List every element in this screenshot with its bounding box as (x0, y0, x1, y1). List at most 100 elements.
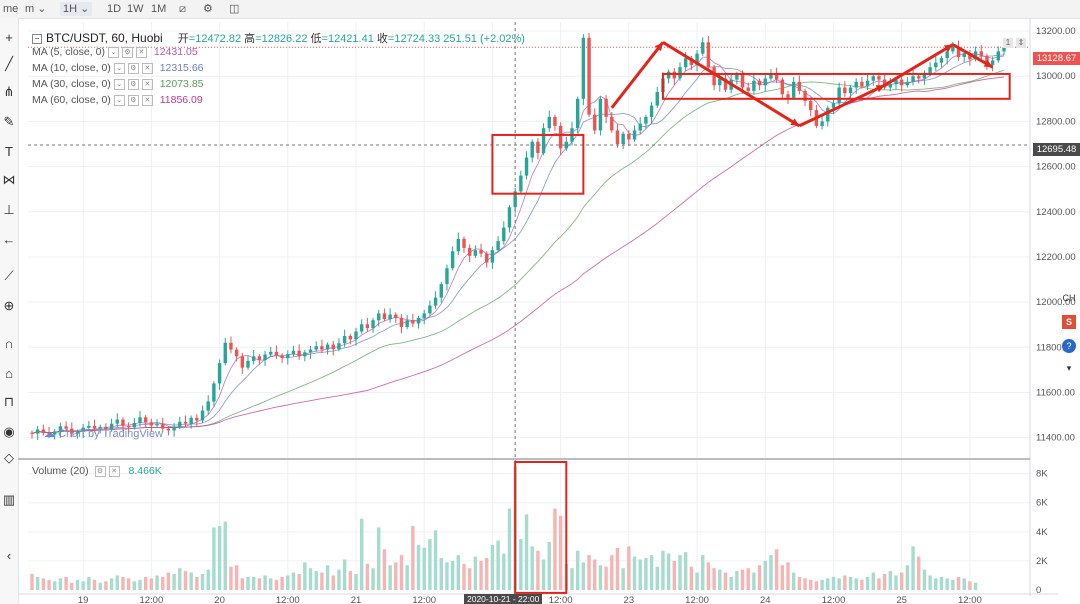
volume-bar (70, 582, 74, 590)
candle-body (615, 130, 620, 144)
pattern-icon[interactable]: ⋈ (2, 172, 16, 187)
ma-legend-row[interactable]: MA (10, close, 0) ⌄ ⚙ ✕ 12315.66 (32, 61, 204, 75)
volume-bar (35, 576, 40, 590)
ma-dropdown-icon[interactable]: ⌄ (107, 46, 119, 58)
ma-legend-row[interactable]: MA (30, close, 0) ⌄ ⚙ ✕ 12073.85 (32, 77, 204, 91)
ma-value: 12073.85 (156, 78, 204, 90)
volume-axis-label: 4K (1036, 527, 1048, 538)
open-label: 开 (177, 33, 189, 45)
volume-remove-icon[interactable]: ✕ (108, 465, 120, 477)
lock-icon[interactable]: ⊓ (3, 394, 15, 409)
volume-bar (371, 568, 375, 590)
more-menu-icon[interactable]: ▾ (1066, 363, 1072, 373)
pitchfork-icon[interactable]: ⋔ (3, 84, 15, 99)
candle-body (138, 417, 142, 423)
annotation-arrow-segment (798, 83, 886, 128)
back-arrow-icon[interactable]: ← (2, 232, 16, 247)
toolbar-item-4[interactable]: 1W (124, 2, 147, 16)
volume-bar (729, 576, 733, 590)
volume-bar (132, 581, 137, 590)
text-tool-icon[interactable]: T (5, 144, 13, 159)
candle-body (212, 383, 216, 402)
candle-body (644, 116, 648, 124)
zoom-in-icon[interactable]: ⊕ (3, 298, 15, 313)
ma-legend-row[interactable]: MA (5, close, 0) ⌄ ⚙ ✕ 12431.05 (32, 45, 198, 59)
ma-settings-icon[interactable]: ⚙ (127, 94, 139, 106)
ma-dropdown-icon[interactable]: ⌄ (113, 94, 125, 106)
candle-body (877, 76, 881, 80)
candle-body (58, 426, 63, 432)
volume-axis-label: 0 (1036, 585, 1041, 596)
ma-remove-icon[interactable]: ✕ (141, 94, 153, 106)
screenshot-icon[interactable]: ◫ (229, 3, 240, 15)
lock-drawing-icon[interactable]: ⌂ (5, 366, 13, 381)
app-s-icon[interactable]: S (1062, 315, 1076, 329)
collapse-legend-icon[interactable]: − (32, 34, 42, 45)
magnet-icon[interactable]: ∩ (4, 336, 14, 351)
ma-legend-row[interactable]: MA (60, close, 0) ⌄ ⚙ ✕ 11856.09 (32, 93, 203, 107)
volume-bar (723, 572, 728, 590)
volume-bar (257, 578, 262, 590)
ma-settings-icon[interactable]: ⚙ (127, 78, 139, 90)
candle-body (359, 324, 364, 332)
candle-body (945, 51, 949, 59)
brush-icon[interactable]: ✎ (3, 114, 15, 129)
pane-restore-icon[interactable]: ⇕ (1016, 38, 1026, 48)
toolbar-item-2[interactable]: 1H ⌄ (60, 2, 93, 16)
candle-body (183, 421, 188, 424)
tradingview-watermark[interactable]: ☁ Chart by TradingView (44, 427, 163, 440)
ohlc-readout: 开=12472.82 高=12826.22 低=12421.41 收=12724… (178, 33, 525, 45)
candle-body (786, 94, 790, 98)
volume-bar (422, 547, 426, 590)
candle-body (308, 349, 313, 353)
volume-bar (638, 559, 642, 590)
volume-bar (706, 562, 711, 590)
candle-body (757, 80, 762, 86)
chart-type-icon[interactable]: ⧄ (179, 3, 186, 15)
candle-body (263, 354, 267, 360)
eye-icon[interactable]: ◉ (3, 424, 15, 439)
trend-line-icon[interactable]: ╱ (5, 56, 13, 71)
candle-body (712, 67, 716, 86)
collapse-arrow-icon[interactable]: ‹ (6, 548, 12, 563)
volume-label[interactable]: Volume (20) (32, 465, 89, 477)
ma-dropdown-icon[interactable]: ⌄ (113, 78, 125, 90)
ma-remove-icon[interactable]: ✕ (141, 62, 153, 74)
ma-dropdown-icon[interactable]: ⌄ (113, 62, 125, 74)
ruler-icon[interactable]: ⟋ (4, 268, 14, 283)
candle-body (240, 356, 245, 368)
toolbar-item-5[interactable]: 1M (148, 2, 169, 16)
measure-icon[interactable]: ⊥ (3, 202, 15, 217)
candle-body (382, 313, 387, 320)
candle-body (593, 114, 597, 131)
volume-bar (911, 546, 915, 590)
toolbar-item-3[interactable]: 1D (104, 2, 124, 16)
volume-bar (644, 558, 648, 590)
layers-icon[interactable]: ◇ (4, 450, 14, 465)
ma-remove-icon[interactable]: ✕ (141, 78, 153, 90)
candle-body (894, 79, 898, 85)
pane-maximize-icon[interactable]: 1 (1003, 38, 1013, 48)
annotation-box (514, 461, 568, 594)
crosshair-icon[interactable]: + (5, 30, 13, 45)
language-ch-icon[interactable]: CH (1062, 293, 1076, 303)
volume-settings-icon[interactable]: ⚙ (94, 465, 106, 477)
toolbar-item-0[interactable]: me (0, 2, 21, 16)
help-icon[interactable]: ? (1062, 339, 1076, 353)
ma-label: MA (60, close, 0) (32, 94, 111, 106)
volume-bar (962, 578, 966, 590)
volume-bar (655, 566, 659, 590)
volume-bar (115, 575, 119, 590)
ma-remove-icon[interactable]: ✕ (135, 46, 147, 58)
volume-bar (536, 550, 540, 590)
ma-settings-icon[interactable]: ⚙ (127, 62, 139, 74)
volume-bar (445, 562, 449, 590)
volume-bar (490, 544, 495, 590)
symbol-title[interactable]: BTC/USDT, 60, Huobi (46, 31, 163, 45)
settings-icon[interactable]: ⚙ (203, 3, 213, 15)
trash-icon[interactable]: ▥ (2, 492, 16, 507)
toolbar-item-1[interactable]: m ⌄ (22, 2, 49, 16)
ma-settings-icon[interactable]: ⚙ (121, 46, 133, 58)
candle-body (126, 425, 131, 428)
